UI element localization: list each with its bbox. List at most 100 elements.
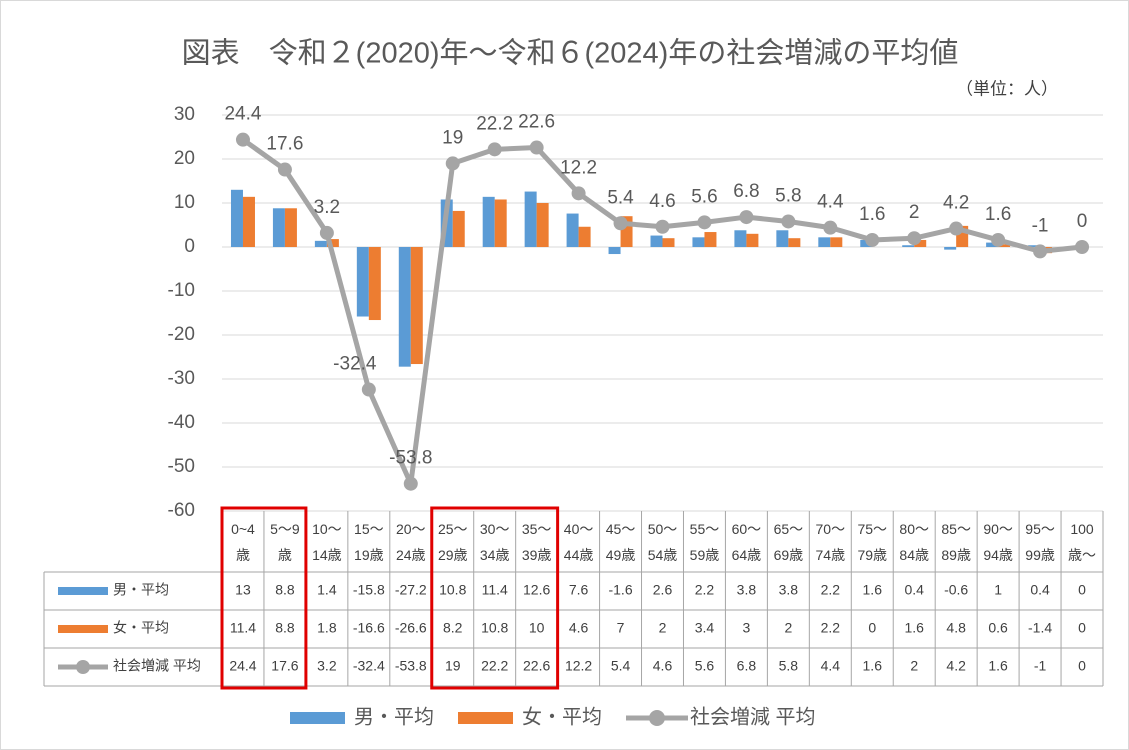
table-cell: 7.6 — [569, 582, 589, 598]
bar — [662, 238, 675, 247]
data-label: 5.6 — [691, 186, 717, 207]
category-label: 30〜 34歳 — [480, 521, 510, 563]
table-cell: 10.8 — [439, 582, 466, 598]
table-cell: 1.8 — [317, 620, 337, 636]
category-line: 79歳 — [857, 547, 887, 563]
category-line: 35〜 — [522, 521, 552, 537]
legend-label: 男・平均 — [354, 705, 434, 728]
table-cell: 3.4 — [695, 620, 715, 636]
category-label: 20〜 24歳 — [396, 521, 426, 563]
table-key-marker — [76, 660, 90, 674]
category-line: 100 — [1070, 521, 1094, 537]
category-label: 35〜 39歳 — [522, 521, 552, 563]
line-marker — [445, 156, 460, 171]
table-cell: 4.6 — [569, 620, 589, 636]
line-marker — [655, 219, 670, 234]
table-cell: -1 — [1034, 658, 1047, 674]
category-line: 34歳 — [480, 547, 510, 563]
table-cell: -16.6 — [353, 620, 385, 636]
data-label: 24.4 — [224, 104, 261, 125]
category-line: 50〜 — [648, 521, 678, 537]
bar — [692, 237, 705, 247]
category-label: 85〜 89歳 — [941, 521, 971, 563]
category-line: 10〜 — [312, 521, 342, 537]
category-line: 39歳 — [522, 547, 552, 563]
bar — [818, 237, 831, 247]
category-line: 99歳 — [1025, 547, 1055, 563]
table-cell: 3.8 — [779, 582, 799, 598]
category-label: 95〜 99歳 — [1025, 521, 1055, 563]
bar — [914, 239, 927, 247]
bar — [902, 245, 915, 247]
table-cell: 0.4 — [1030, 582, 1050, 598]
y-tick-label: -60 — [168, 500, 195, 521]
table-cell: 2 — [659, 620, 667, 636]
bar — [326, 239, 339, 247]
category-label: 55〜 59歳 — [690, 521, 720, 563]
category-label: 40〜 44歳 — [564, 521, 594, 563]
category-line: 55〜 — [690, 521, 720, 537]
table-series-name: 社会増減 平均 — [113, 658, 201, 674]
category-label: 65〜 69歳 — [774, 521, 804, 563]
data-label: -32.4 — [333, 354, 377, 375]
table-cell: 5.6 — [695, 658, 715, 674]
category-line: 歳〜 — [1068, 547, 1096, 563]
bar — [368, 247, 381, 321]
legend-label: 社会増減 平均 — [690, 705, 816, 728]
category-line: 20〜 — [396, 521, 426, 537]
bar — [830, 237, 843, 247]
data-label: 5.4 — [607, 187, 634, 208]
table-cell: 4.6 — [653, 658, 673, 674]
category-label: 25〜 29歳 — [438, 521, 468, 563]
category-line: 19歳 — [354, 547, 384, 563]
data-label: 4.6 — [649, 191, 675, 212]
table-cell: 12.6 — [523, 582, 550, 598]
data-label: 1.6 — [985, 204, 1011, 225]
table-cell: 1.6 — [904, 620, 924, 636]
data-label: 0 — [1077, 211, 1088, 232]
table-cell: -1.6 — [608, 582, 632, 598]
category-line: 70〜 — [816, 521, 846, 537]
data-label: 2 — [909, 202, 920, 223]
bar — [452, 210, 465, 247]
bar — [482, 196, 495, 247]
table-cell: -1.4 — [1028, 620, 1052, 636]
table-cell: 8.8 — [275, 582, 295, 598]
category-line: 94歳 — [983, 547, 1013, 563]
category-line: 49歳 — [606, 547, 636, 563]
table-cell: 13 — [235, 582, 251, 598]
chart-title: 図表 令和２(2020)年〜令和６(2024)年の社会増減の平均値 — [182, 37, 959, 70]
category-label: 0~4 歳 — [231, 521, 255, 563]
table-cell: 0.6 — [988, 620, 1008, 636]
data-label: 1.6 — [859, 204, 885, 225]
data-label: 22.2 — [476, 113, 513, 134]
y-tick-label: 30 — [174, 104, 195, 125]
bar — [536, 203, 549, 247]
table-cell: 8.8 — [275, 620, 295, 636]
table-cell: 12.2 — [565, 658, 592, 674]
category-label: 5〜9 歳 — [270, 521, 300, 563]
legend-key — [458, 712, 513, 724]
legend-label: 女・平均 — [522, 705, 602, 728]
table-cell: 17.6 — [271, 658, 298, 674]
table-cell: 3.8 — [737, 582, 757, 598]
line-marker — [697, 215, 712, 230]
highlight-box — [220, 506, 308, 690]
category-line: 5〜9 — [270, 521, 300, 537]
category-line: 25〜 — [438, 521, 468, 537]
table-cell: 3 — [743, 620, 751, 636]
data-label: 5.8 — [775, 185, 801, 206]
table-cell: 2.2 — [821, 582, 841, 598]
category-line: 64歳 — [732, 547, 762, 563]
data-label: 4.2 — [943, 193, 969, 214]
table-cell: 6.8 — [737, 658, 757, 674]
y-tick-label: -20 — [168, 324, 195, 345]
bar — [524, 191, 537, 247]
table-series-name: 男・平均 — [113, 582, 169, 598]
category-line: 60〜 — [732, 521, 762, 537]
category-line: 44歳 — [564, 547, 594, 563]
data-label: 4.4 — [817, 192, 844, 213]
bar — [998, 244, 1011, 247]
